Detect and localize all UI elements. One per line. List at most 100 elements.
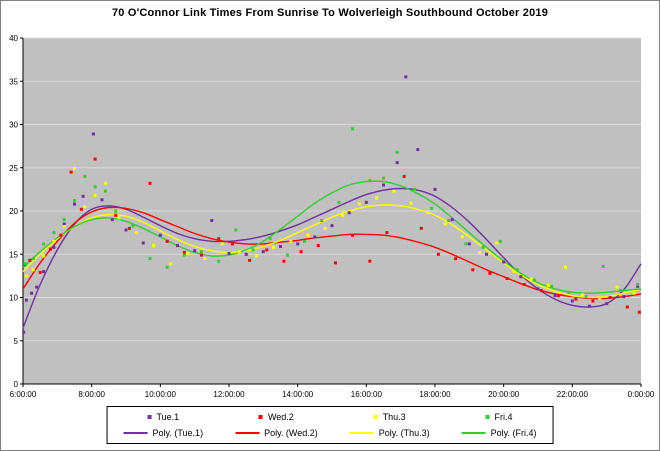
scatter-point-tue-1 [227,251,231,255]
scatter-point-thu-3 [272,245,276,249]
scatter-point-tue-1 [588,304,591,308]
scatter-point-fri-4 [382,176,385,180]
legend-label: Poly. (Wed.2) [264,428,318,438]
scatter-point-fri-4 [42,242,46,246]
scatter-point-fri-4 [83,174,87,178]
scatter-point-thu-3 [461,235,464,239]
scatter-point-thu-3 [103,181,107,185]
scatter-point-tue-1 [433,187,437,191]
scatter-point-wed-2 [79,207,83,211]
legend-marker-swatch [147,415,152,419]
legend-line-swatch [349,432,374,434]
legend-line-swatch [235,432,260,434]
legend-label: Poly. (Thu.3) [378,428,430,438]
scatter-point-tue-1 [81,194,85,198]
scatter-point-tue-1 [416,148,420,152]
legend-item-poly-fri-4: Poly. (Fri.4) [461,428,536,438]
y-tick-label: 25 [9,164,18,173]
scatter-point-thu-3 [306,233,310,237]
x-tick-label: 10:00:00 [145,390,177,399]
scatter-point-tue-1 [22,330,26,334]
poly-curve-poly-thu-3 [22,204,642,299]
scatter-point-wed-2 [351,233,355,237]
y-tick-label: 0 [14,380,19,389]
scatter-point-thu-3 [24,274,28,278]
scatter-point-tue-1 [279,245,282,248]
y-tick-label: 10 [9,294,18,303]
scatter-point-thu-3 [42,254,46,258]
scatter-point-thu-3 [220,242,224,246]
scatter-point-tue-1 [364,200,368,204]
scatter-point-tue-1 [110,218,114,222]
scatter-point-fri-4 [550,284,554,288]
scatter-point-fri-4 [251,248,255,252]
legend-item-fri-4: Fri.4 [485,412,513,422]
scatter-point-thu-3 [169,262,173,266]
y-tick-label: 40 [9,34,18,43]
scatter-point-fri-4 [430,206,434,210]
scatter-point-tue-1 [193,249,197,253]
scatter-point-wed-2 [38,270,42,274]
scatter-point-wed-2 [127,226,131,230]
scatter-point-thu-3 [598,296,602,300]
scatter-point-tue-1 [382,183,385,187]
scatter-point-wed-2 [539,289,543,293]
scatter-point-thu-3 [495,241,499,245]
scatter-point-thu-3 [529,277,533,281]
scatter-point-fri-4 [182,253,186,257]
scatter-point-fri-4 [268,237,272,241]
legend-item-tue-1: Tue.1 [147,412,179,422]
legend-item-poly-tue-1: Poly. (Tue.1) [123,428,203,438]
scatter-point-thu-3 [615,285,619,289]
scatter-point-wed-2 [574,297,578,301]
scatter-point-thu-3 [581,293,585,297]
scatter-point-tue-1 [404,75,408,79]
legend-box: Tue.1 Wed.2 Thu.3 Fri.4 Poly. (Tue.1) Poly. (… [106,406,554,444]
legend-label: Thu.3 [382,412,406,422]
scatter-point-wed-2 [557,294,561,298]
scatter-point-tue-1 [100,198,104,202]
scatter-point-fri-4 [320,219,324,222]
scatter-point-fri-4 [103,189,107,193]
scatter-point-wed-2 [505,277,509,280]
scatter-point-fri-4 [200,250,203,254]
scatter-point-tue-1 [91,132,95,136]
scatter-point-fri-4 [351,127,355,131]
scatter-point-wed-2 [454,257,458,261]
scatter-point-tue-1 [347,211,351,215]
scatter-point-tue-1 [296,242,300,246]
scatter-point-tue-1 [467,242,471,246]
scatter-point-tue-1 [485,252,488,256]
scatter-point-wed-2 [625,305,629,309]
x-tick-label: 0:00:00 [628,390,655,399]
scatter-point-fri-4 [584,295,588,299]
scatter-point-wed-2 [316,244,320,248]
scatter-point-wed-2 [488,271,492,275]
scatter-point-tue-1 [62,222,66,226]
y-tick-label: 5 [14,337,19,346]
scatter-point-fri-4 [395,150,399,154]
scatter-point-fri-4 [601,264,605,268]
scatter-point-tue-1 [502,260,506,264]
scatter-point-thu-3 [546,283,550,287]
scatter-point-fri-4 [93,185,97,189]
chart-title: 70 O'Connor Link Times From Sunrise To W… [111,7,549,19]
scatter-point-thu-3 [237,250,241,254]
scatter-point-tue-1 [553,294,557,298]
scatter-point-tue-1 [622,295,626,299]
scatter-point-tue-1 [210,219,214,222]
y-tick-label: 20 [9,207,18,216]
scatter-point-thu-3 [340,213,344,217]
scatter-point-thu-3 [52,239,56,243]
scatter-point-wed-2 [200,253,203,257]
scatter-point-wed-2 [28,258,32,262]
legend-marker-swatch [258,415,263,419]
legend-line-swatch [461,432,486,434]
scatter-point-wed-2 [333,261,337,265]
x-tick-label: 22:00:00 [557,390,589,399]
scatter-point-fri-4 [567,290,571,294]
scatter-point-tue-1 [73,202,76,206]
legend-marker-swatch [373,415,378,419]
scatter-point-tue-1 [330,224,334,228]
